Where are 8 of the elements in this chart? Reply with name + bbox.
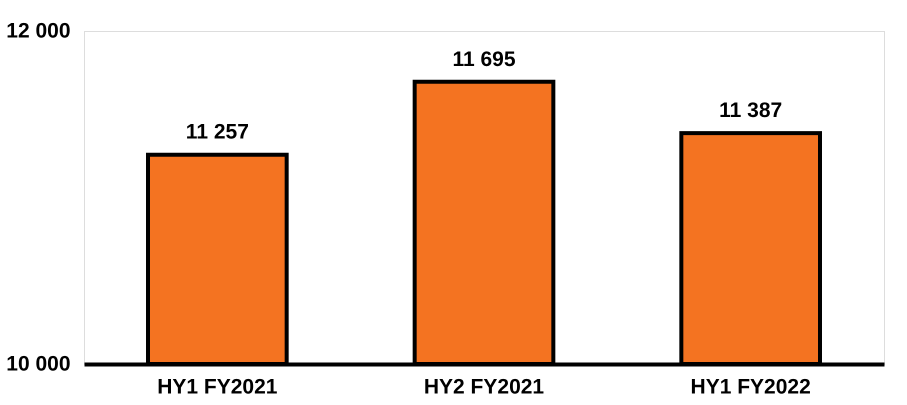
data-label: 11 695 [452, 48, 516, 71]
data-label: 11 387 [719, 99, 782, 122]
x-tick-label: HY2 FY2021 [424, 376, 544, 398]
y-tick-label: 10 000 [6, 352, 70, 376]
data-label: 11 257 [186, 120, 249, 144]
y-tick-label: 12 000 [6, 20, 70, 42]
x-tick-label: HY1 FY2021 [157, 376, 278, 398]
x-tick-label: HY1 FY2022 [690, 376, 811, 398]
